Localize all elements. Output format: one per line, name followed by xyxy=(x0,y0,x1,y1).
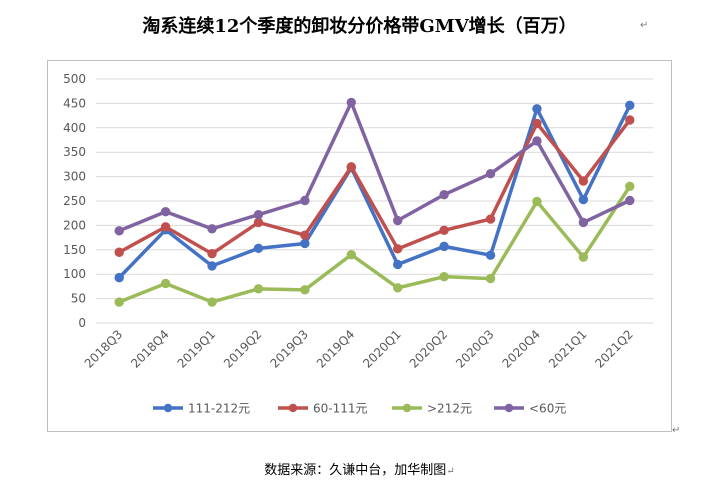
x-tick-label: 2020Q1 xyxy=(360,327,404,371)
data-point xyxy=(114,297,124,307)
data-point xyxy=(114,272,124,283)
data-point xyxy=(578,217,589,228)
y-tick-label: 500 xyxy=(63,72,86,86)
y-tick-label: 250 xyxy=(63,194,86,208)
source-note: 数据来源：久谦中台，加华制图↵ xyxy=(0,459,719,478)
legend-swatch-marker xyxy=(288,403,298,413)
paragraph-mark-icon: ↵ xyxy=(640,20,649,31)
data-point xyxy=(439,241,449,252)
data-point xyxy=(532,136,542,146)
data-point xyxy=(253,243,264,254)
paragraph-mark-icon: ↵ xyxy=(446,466,455,477)
data-point xyxy=(393,215,403,226)
y-tick-label: 400 xyxy=(63,121,86,135)
data-point xyxy=(160,207,171,217)
data-point xyxy=(393,283,403,293)
y-tick-label: 150 xyxy=(63,243,86,257)
data-point xyxy=(439,189,449,200)
x-tick-label: 2019Q1 xyxy=(175,327,219,371)
data-point xyxy=(300,230,310,240)
legend-swatch-marker xyxy=(402,403,412,413)
data-point xyxy=(253,284,264,294)
data-point xyxy=(346,249,356,260)
legend-label: 60-111元 xyxy=(313,402,368,416)
data-point xyxy=(532,196,542,207)
data-point xyxy=(300,238,310,249)
data-point xyxy=(207,261,217,271)
x-tick-label: 2019Q4 xyxy=(314,327,358,371)
data-point xyxy=(439,225,449,235)
legend-swatch-marker xyxy=(163,403,173,413)
data-point xyxy=(160,222,171,232)
data-point xyxy=(485,214,496,224)
paragraph-mark-icon: ↵ xyxy=(672,425,681,436)
data-point xyxy=(532,104,542,114)
data-point xyxy=(393,244,403,254)
data-point xyxy=(253,209,264,220)
series-line xyxy=(117,100,632,233)
data-point xyxy=(207,249,217,259)
data-point xyxy=(532,118,542,129)
data-point xyxy=(485,250,496,260)
x-tick-label: 2018Q4 xyxy=(128,327,172,371)
legend-label: <60元 xyxy=(529,402,566,416)
data-point xyxy=(160,278,171,289)
x-tick-label: 2020Q2 xyxy=(407,327,451,371)
data-point xyxy=(114,247,124,257)
y-tick-label: 450 xyxy=(63,96,86,110)
data-point xyxy=(625,181,635,192)
data-point xyxy=(300,285,310,295)
data-point xyxy=(578,176,589,186)
chart-title: 淘系连续12个季度的卸妆分价格带GMV增长（百万） xyxy=(142,16,577,37)
data-point xyxy=(300,195,310,206)
legend-label: 111-212元 xyxy=(188,402,250,416)
data-point xyxy=(578,252,589,262)
y-tick-label: 300 xyxy=(63,170,86,184)
y-tick-label: 0 xyxy=(78,316,86,330)
data-point xyxy=(393,259,403,270)
line-chart: 0 50 100 150 200 250 300 350 400 450 500 2018Q3 2018… xyxy=(63,72,653,416)
data-point xyxy=(114,226,124,236)
y-tick-label: 50 xyxy=(71,292,86,306)
x-tick-label: 2019Q2 xyxy=(221,327,265,371)
legend-swatch-marker xyxy=(504,403,514,413)
data-point xyxy=(625,100,635,111)
data-point xyxy=(578,194,589,205)
x-tick-label: 2019Q3 xyxy=(267,327,311,371)
chart-area: 0 50 100 150 200 250 300 350 400 450 500 2018Q3 2018… xyxy=(47,60,672,432)
legend-label: >212元 xyxy=(427,402,472,416)
data-point xyxy=(485,168,496,179)
data-point xyxy=(207,297,217,307)
data-point xyxy=(485,273,496,284)
x-tick-label: 2021Q1 xyxy=(546,327,590,371)
x-tick-label: 2021Q2 xyxy=(592,327,636,371)
data-point xyxy=(439,271,449,282)
data-point xyxy=(253,217,264,228)
series-line xyxy=(117,103,632,280)
data-point xyxy=(346,162,356,172)
series-line xyxy=(117,118,632,256)
y-tick-label: 350 xyxy=(63,145,86,159)
source-text: 数据来源：久谦中台，加华制图 xyxy=(264,463,447,478)
data-point xyxy=(207,224,217,234)
x-tick-label: 2020Q3 xyxy=(453,327,497,371)
series-line xyxy=(117,184,632,304)
y-tick-label: 200 xyxy=(63,218,86,232)
y-tick-label: 100 xyxy=(63,267,86,281)
data-point xyxy=(346,97,356,108)
x-tick-label: 2018Q3 xyxy=(82,327,126,371)
data-point xyxy=(625,115,635,125)
x-tick-label: 2020Q4 xyxy=(500,327,544,371)
data-point xyxy=(625,195,635,206)
